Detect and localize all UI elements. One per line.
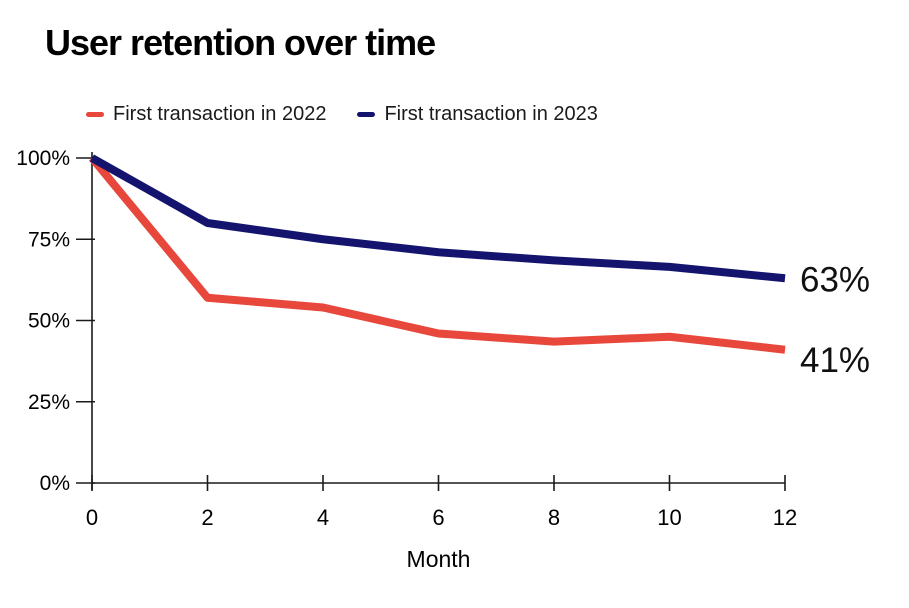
end-value-label-2022: 41% [800, 341, 870, 380]
y-tick-label: 100% [16, 147, 70, 170]
legend-dash-2023-icon [357, 112, 376, 117]
series-line-2023 [90, 154, 786, 283]
y-tick-label: 75% [28, 228, 70, 251]
end-value-label-2023: 63% [800, 260, 870, 299]
legend-item-2022: First transaction in 2022 [86, 103, 326, 126]
x-tick-label: 0 [86, 505, 98, 530]
legend-label-2022: First transaction in 2022 [113, 103, 327, 125]
x-tick-label: 8 [548, 505, 560, 530]
x-tick-label: 6 [432, 505, 444, 530]
legend: First transaction in 2022 First transact… [86, 103, 598, 126]
y-tick-label: 50% [28, 310, 70, 333]
legend-item-2023: First transaction in 2023 [357, 103, 598, 126]
x-axis-title: Month [407, 546, 471, 572]
chart-title: User retention over time [45, 22, 436, 63]
x-tick-label: 4 [317, 505, 329, 530]
y-tick-label: 25% [28, 391, 70, 414]
x-tick-label: 12 [773, 505, 797, 530]
x-tick-label: 2 [201, 505, 213, 530]
series-line-2022 [88, 155, 786, 354]
legend-label-2023: First transaction in 2023 [384, 103, 598, 125]
x-tick-label: 10 [657, 505, 681, 530]
y-tick-label: 0% [40, 472, 70, 495]
legend-dash-2022-icon [86, 112, 104, 117]
